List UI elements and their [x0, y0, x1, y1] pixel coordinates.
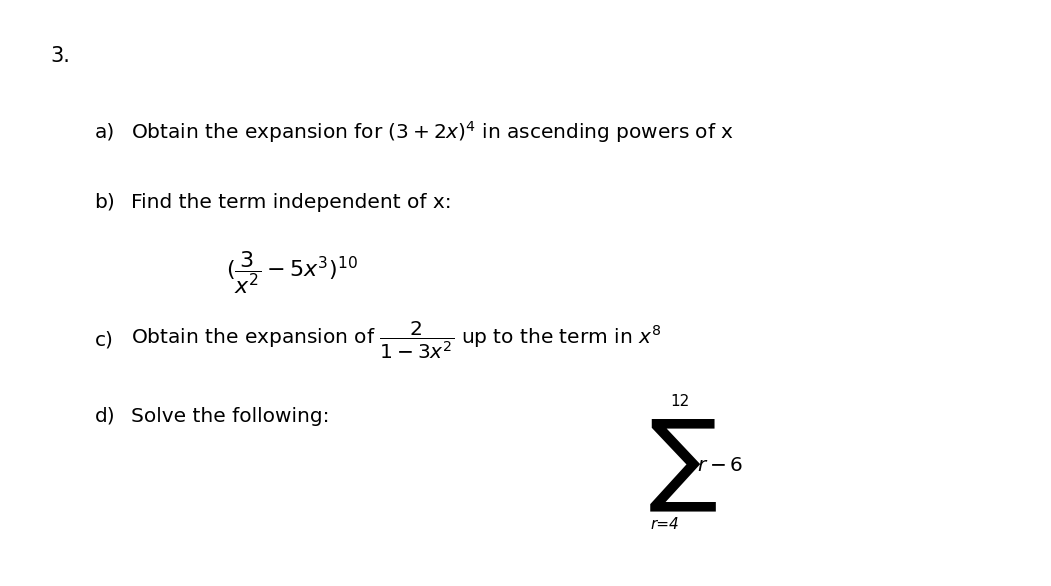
Text: 12: 12: [671, 394, 689, 409]
Text: c): c): [95, 331, 114, 349]
Text: r=4: r=4: [651, 517, 679, 532]
Text: Obtain the expansion of $\dfrac{2}{1-3x^{2}}$ up to the term in $x^{8}$: Obtain the expansion of $\dfrac{2}{1-3x^…: [131, 319, 661, 361]
Text: b): b): [95, 193, 116, 212]
Text: 3.: 3.: [50, 46, 70, 66]
Text: $r - 6$: $r - 6$: [697, 456, 743, 475]
Text: $\sum$: $\sum$: [648, 418, 717, 514]
Text: Solve the following:: Solve the following:: [131, 407, 330, 425]
Text: $(\dfrac{3}{x^{2}} - 5x^{3})^{10}$: $(\dfrac{3}{x^{2}} - 5x^{3})^{10}$: [226, 249, 357, 296]
Text: Obtain the expansion for $(3 + 2x)^{4}$ in ascending powers of x: Obtain the expansion for $(3 + 2x)^{4}$ …: [131, 119, 735, 145]
Text: Find the term independent of x:: Find the term independent of x:: [131, 193, 452, 212]
Text: d): d): [95, 407, 116, 425]
Text: a): a): [95, 122, 115, 141]
